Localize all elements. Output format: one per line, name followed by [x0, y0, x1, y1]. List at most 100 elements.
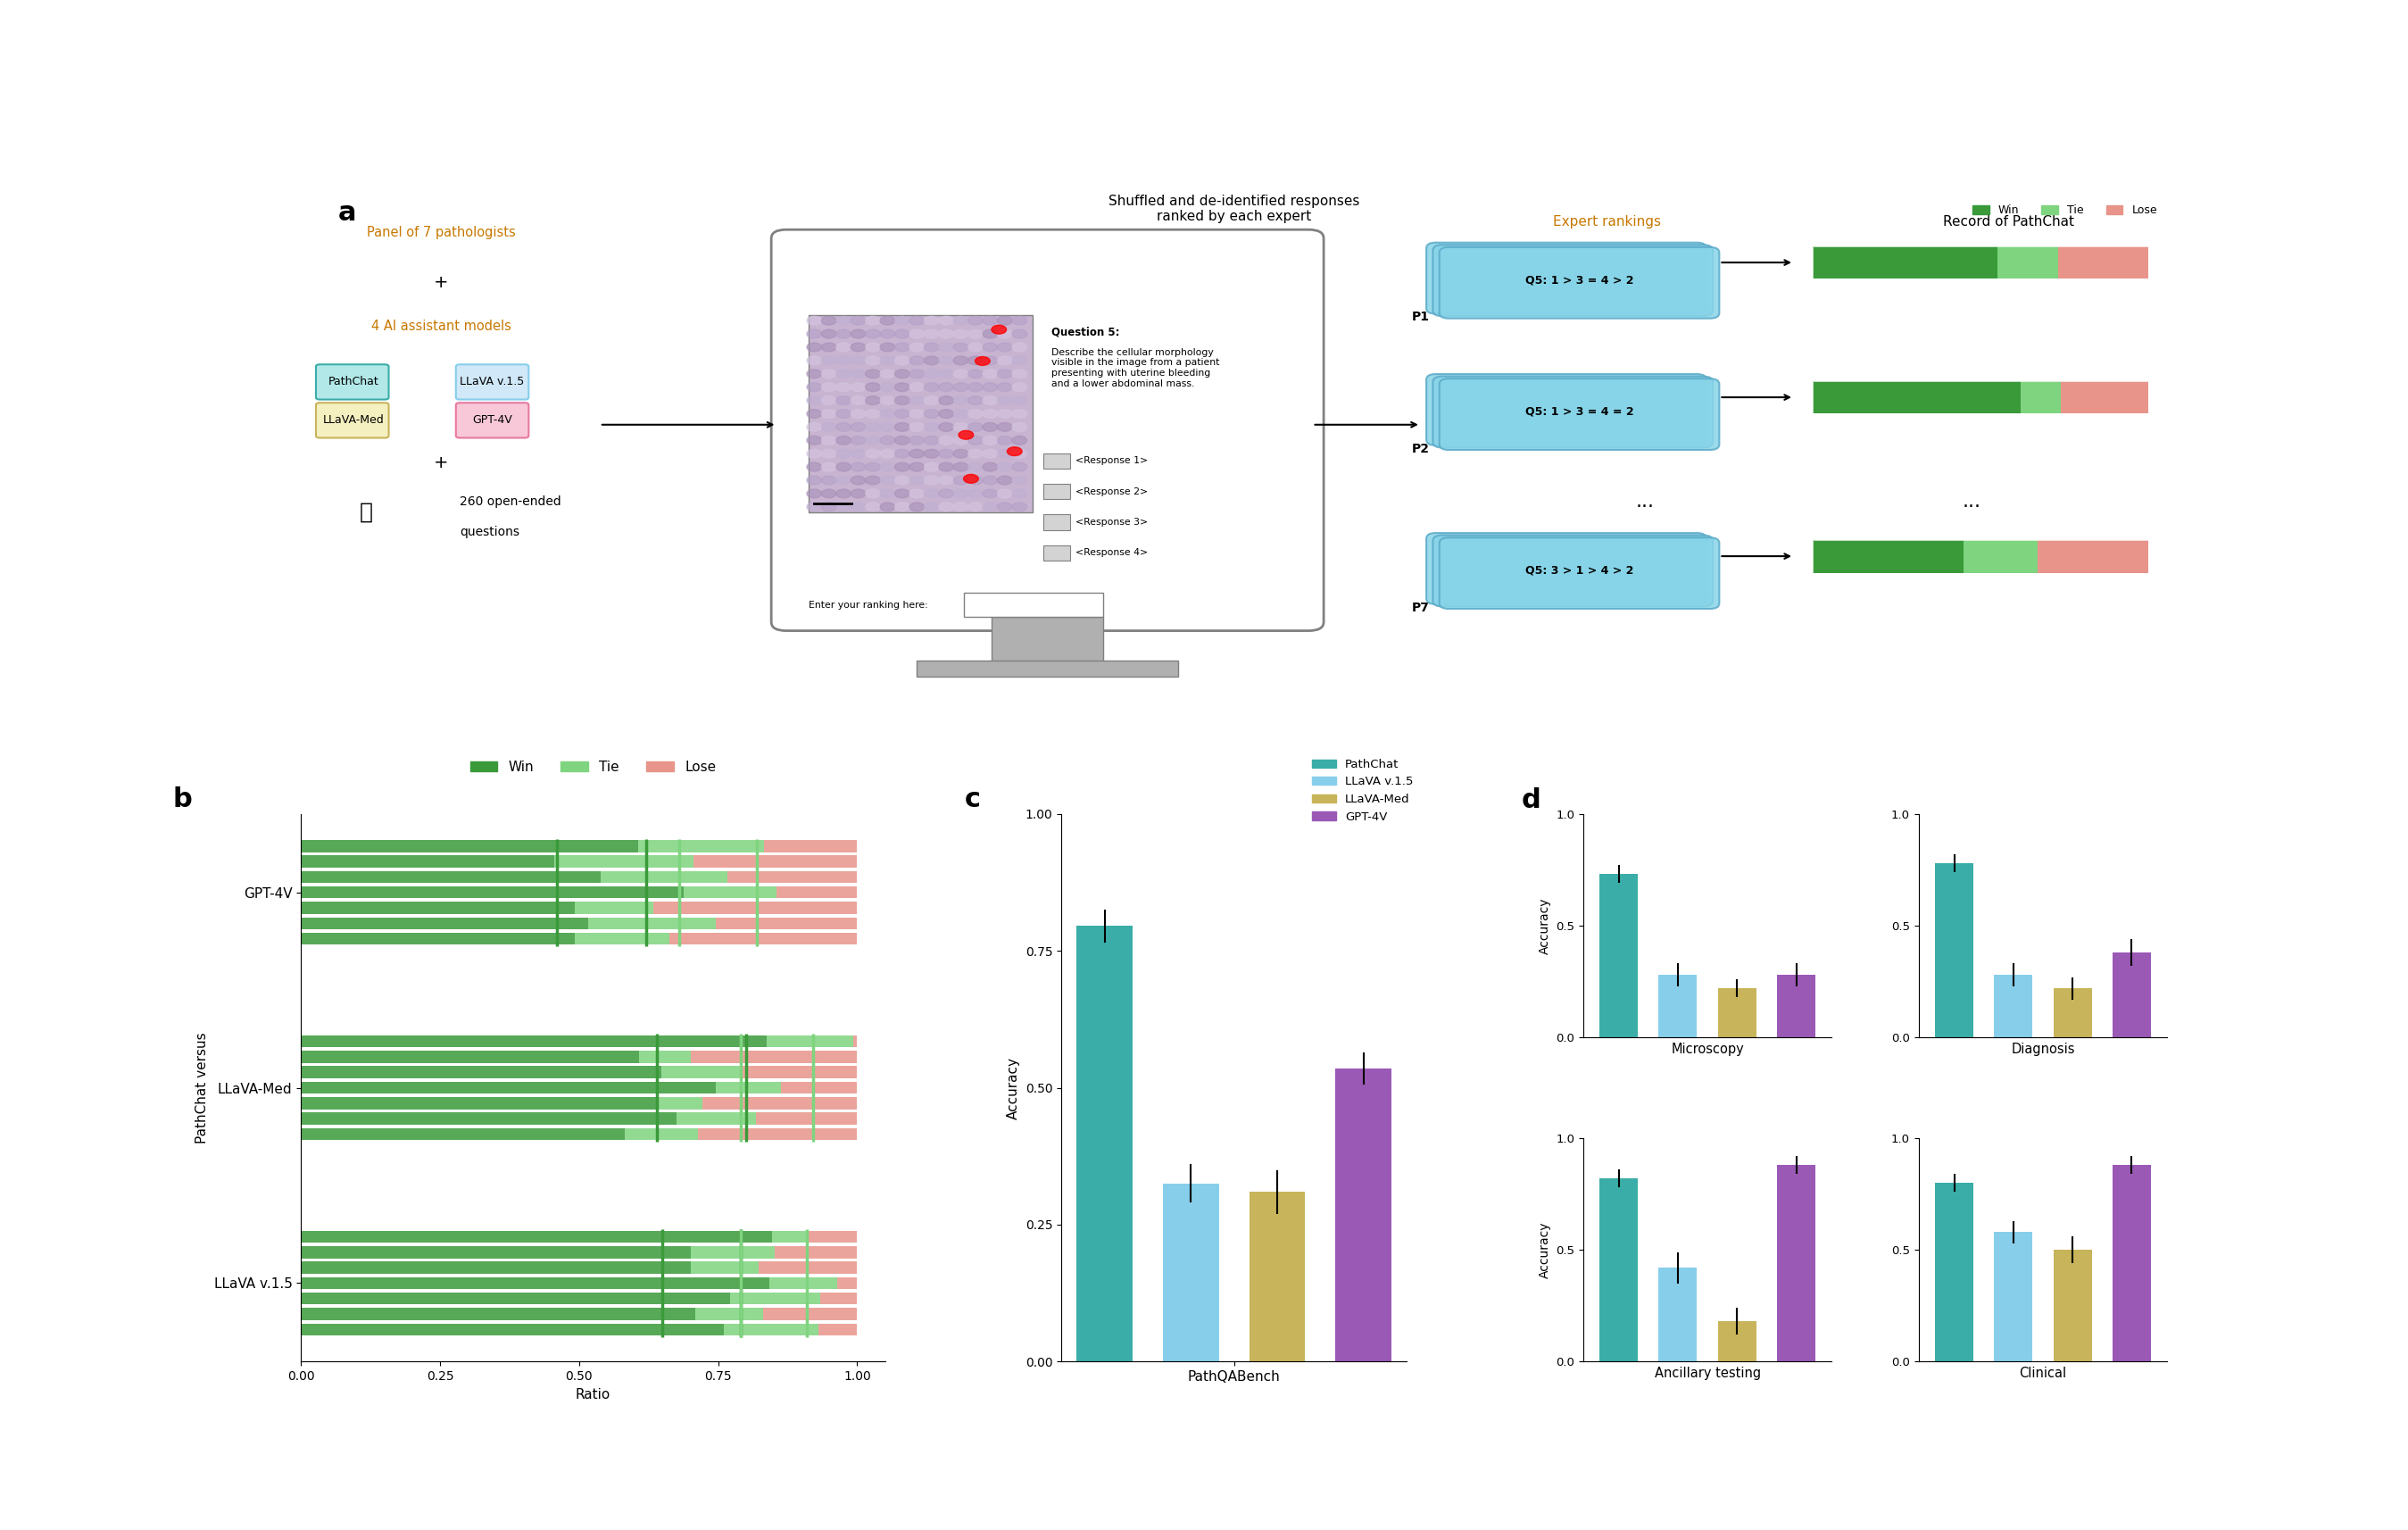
Circle shape	[879, 450, 896, 457]
Bar	[694, 855, 857, 868]
FancyBboxPatch shape	[1440, 248, 1719, 318]
Circle shape	[821, 317, 836, 324]
Circle shape	[850, 436, 864, 445]
Circle shape	[925, 317, 939, 324]
Bar	[742, 1066, 857, 1079]
Bar	[588, 916, 715, 929]
FancyBboxPatch shape	[1433, 376, 1712, 448]
Circle shape	[879, 422, 896, 431]
Circle shape	[954, 462, 968, 471]
Circle shape	[896, 462, 910, 471]
Bar	[301, 1082, 715, 1094]
Bar	[756, 1112, 857, 1125]
Circle shape	[939, 490, 954, 497]
Circle shape	[997, 490, 1011, 497]
Bar	[2061, 381, 2148, 413]
Circle shape	[939, 382, 954, 392]
Bar	[1043, 514, 1069, 529]
Legend: PathChat, LLaVA v.1.5, LLaVA-Med, GPT-4V: PathChat, LLaVA v.1.5, LLaVA-Med, GPT-4V	[1308, 754, 1418, 828]
Circle shape	[1011, 450, 1026, 457]
Bar	[838, 1278, 857, 1290]
Y-axis label: PathChat versus: PathChat versus	[195, 1033, 209, 1143]
Text: 260 open-ended: 260 open-ended	[460, 496, 561, 508]
Circle shape	[982, 450, 997, 457]
Bar	[727, 871, 857, 883]
Circle shape	[982, 502, 997, 511]
Circle shape	[997, 502, 1011, 511]
Text: a: a	[337, 200, 356, 226]
Circle shape	[864, 410, 881, 418]
Bar	[1965, 540, 2037, 572]
Circle shape	[925, 422, 939, 431]
Bar	[730, 1293, 821, 1305]
Bar	[301, 840, 638, 852]
Circle shape	[864, 422, 881, 431]
Circle shape	[807, 317, 821, 324]
Bar	[722, 1323, 819, 1336]
Bar	[852, 1036, 857, 1048]
Circle shape	[925, 410, 939, 418]
Bar	[301, 916, 588, 929]
Circle shape	[997, 422, 1011, 431]
Bar	[662, 1066, 742, 1079]
Bar	[1076, 926, 1132, 1362]
Bar	[1336, 1068, 1392, 1362]
X-axis label: Diagnosis: Diagnosis	[2011, 1042, 2076, 1056]
Bar	[1659, 975, 1698, 1037]
Circle shape	[836, 356, 850, 364]
Bar	[2054, 988, 2093, 1037]
Circle shape	[925, 476, 939, 485]
Circle shape	[807, 356, 821, 364]
Circle shape	[968, 410, 982, 418]
Circle shape	[864, 502, 881, 511]
Circle shape	[925, 356, 939, 364]
Circle shape	[997, 396, 1011, 405]
Circle shape	[821, 462, 836, 471]
Bar	[2112, 952, 2150, 1037]
Circle shape	[982, 382, 997, 392]
Circle shape	[982, 329, 997, 338]
Bar	[778, 886, 857, 898]
Bar	[301, 886, 684, 898]
Legend: Win, Tie, Lose: Win, Tie, Lose	[1967, 200, 2162, 220]
Circle shape	[982, 317, 997, 324]
Text: LLaVA-Med: LLaVA-Med	[323, 415, 383, 427]
Text: <Response 4>: <Response 4>	[1076, 548, 1149, 557]
Circle shape	[879, 396, 896, 405]
Circle shape	[879, 476, 896, 485]
Circle shape	[850, 356, 864, 364]
Circle shape	[982, 422, 997, 431]
Circle shape	[836, 490, 850, 497]
Bar	[1043, 453, 1069, 468]
Bar	[1813, 381, 2020, 413]
Circle shape	[1011, 356, 1026, 364]
Text: questions: questions	[460, 526, 520, 539]
Text: Q5: 1 > 3 = 4 = 2: Q5: 1 > 3 = 4 = 2	[1524, 405, 1633, 418]
Circle shape	[896, 476, 910, 485]
Circle shape	[850, 343, 864, 352]
Bar	[1813, 540, 1965, 572]
Circle shape	[864, 476, 881, 485]
Legend: Win, Tie, Lose: Win, Tie, Lose	[465, 754, 722, 779]
Circle shape	[896, 329, 910, 338]
Circle shape	[925, 329, 939, 338]
Circle shape	[982, 356, 997, 364]
Circle shape	[997, 343, 1011, 352]
Circle shape	[864, 356, 881, 364]
Circle shape	[807, 422, 821, 431]
Circle shape	[982, 369, 997, 378]
Circle shape	[910, 462, 925, 471]
Circle shape	[997, 329, 1011, 338]
Circle shape	[850, 462, 864, 471]
Circle shape	[939, 436, 954, 445]
Circle shape	[896, 422, 910, 431]
Circle shape	[1011, 369, 1026, 378]
Circle shape	[850, 490, 864, 497]
Circle shape	[807, 396, 821, 405]
Text: b: b	[173, 786, 193, 812]
Circle shape	[879, 410, 896, 418]
Circle shape	[982, 436, 997, 445]
Circle shape	[821, 410, 836, 418]
Circle shape	[954, 422, 968, 431]
Circle shape	[910, 502, 925, 511]
